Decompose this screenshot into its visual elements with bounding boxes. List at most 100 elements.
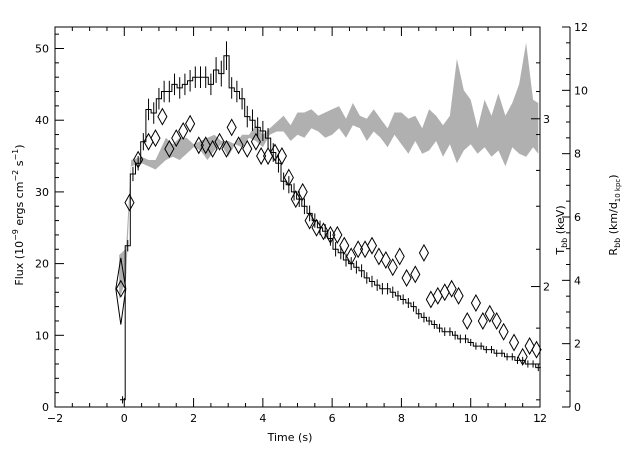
- temperature-point: [115, 257, 127, 325]
- temperature-point: [185, 114, 196, 133]
- temperature-point: [462, 311, 473, 330]
- temperature-point: [269, 143, 281, 162]
- r-tick-label: 12: [574, 21, 588, 34]
- left-label-part-2: ergs cm: [13, 182, 26, 230]
- temperature-point: [242, 139, 253, 158]
- temperature-point: [256, 147, 267, 166]
- left-label-part-1: −9: [11, 229, 20, 241]
- temperature-point: [193, 136, 204, 155]
- x-tick-label: 6: [329, 412, 336, 425]
- temperature-point: [283, 168, 294, 187]
- left-label-part-5: −1: [11, 149, 20, 161]
- left-axis-label: Flux (10−9 ergs cm−2 s−1): [11, 144, 26, 285]
- temperature-point: [164, 139, 175, 158]
- temperature-point: [311, 218, 322, 237]
- temperature-point: [250, 132, 262, 151]
- left-tick-label: 20: [35, 258, 49, 271]
- temperature-point: [387, 258, 398, 277]
- temperature-point: [150, 129, 161, 148]
- temperature-point: [207, 139, 218, 158]
- temperature-point: [508, 333, 520, 352]
- temperature-point: [318, 222, 329, 241]
- left-tick-label: 50: [35, 43, 49, 56]
- temperature-point: [477, 311, 488, 330]
- temperature-point: [200, 136, 211, 155]
- temperature-point: [233, 136, 244, 155]
- temperature-point: [484, 304, 495, 323]
- x-tick-label: 8: [398, 412, 405, 425]
- temperature-point: [157, 107, 168, 126]
- temperature-point: [418, 243, 430, 262]
- r-label-part-0: R: [607, 248, 620, 256]
- left-tick-label: 10: [35, 329, 49, 342]
- temperature-point: [353, 240, 364, 259]
- left-tick-label: 40: [35, 114, 49, 127]
- x-tick-label: 0: [121, 412, 128, 425]
- r-tick-label: 4: [574, 274, 581, 287]
- temperature-point: [214, 132, 225, 151]
- temperature-point: [346, 247, 357, 266]
- temperature-point: [517, 347, 528, 366]
- r-tick-label: 8: [574, 148, 581, 161]
- temperature-point: [297, 182, 308, 201]
- left-label-part-4: s: [13, 160, 26, 169]
- t-diamonds-layer: [115, 107, 542, 366]
- t-label-part-0: T: [554, 248, 567, 256]
- x-tick-label: 4: [259, 412, 266, 425]
- t-tick-label: 2: [543, 281, 550, 294]
- temperature-point: [171, 129, 182, 148]
- left-label-part-6: ): [13, 144, 26, 148]
- temperature-point: [453, 286, 464, 305]
- r-label-part-3: 10 kpc: [614, 179, 622, 203]
- x-tick-label: 2: [190, 412, 197, 425]
- temperature-point: [178, 121, 189, 140]
- temperature-point: [115, 279, 126, 298]
- temperature-point: [410, 265, 421, 284]
- temperature-point: [226, 118, 237, 137]
- temperature-point: [339, 236, 350, 255]
- flux-histogram-line: [120, 55, 541, 401]
- r-label-part-1: bb: [613, 238, 622, 248]
- flux-histogram-layer: [120, 41, 541, 404]
- temperature-point: [446, 279, 457, 298]
- temperature-point: [380, 250, 391, 270]
- x-tick-label: −2: [47, 412, 63, 425]
- r-label-part-4: ): [607, 174, 620, 178]
- r-tick-label: 6: [574, 211, 581, 224]
- r-band-layer: [119, 42, 539, 300]
- temperature-point: [276, 147, 287, 166]
- t-tick-label: 3: [543, 113, 550, 126]
- right-axis-label-t: Tbb (keV): [554, 205, 569, 255]
- temperature-point: [221, 139, 232, 158]
- temperature-point: [366, 236, 378, 255]
- r-tick-label: 2: [574, 338, 581, 351]
- temperature-point: [290, 190, 301, 209]
- temperature-point: [394, 247, 405, 266]
- x-tick-label: 12: [533, 412, 547, 425]
- r-label-part-2: (km/d: [607, 202, 620, 238]
- plot-frame: [54, 26, 541, 408]
- r-band-area: [119, 42, 539, 300]
- temperature-point: [124, 193, 135, 212]
- temperature-point: [524, 337, 535, 356]
- left-label-part-0: Flux (10: [13, 241, 26, 286]
- temperature-point: [304, 211, 315, 230]
- t-label-part-1: bb: [560, 238, 569, 248]
- temperature-point: [470, 294, 481, 313]
- temperature-point: [491, 311, 502, 330]
- temperature-point: [373, 247, 384, 266]
- left-tick-label: 0: [42, 401, 49, 414]
- temperature-point: [133, 150, 144, 169]
- temperature-point: [332, 225, 343, 244]
- r-tick-label: 10: [574, 84, 588, 97]
- x-tick-label: 10: [464, 412, 478, 425]
- left-label-part-3: −2: [11, 170, 20, 182]
- temperature-point: [401, 268, 412, 287]
- x-axis-label: Time (s): [267, 431, 313, 444]
- t-label-part-2: (keV): [554, 205, 567, 237]
- r-tick-label: 0: [574, 401, 581, 414]
- temperature-point: [325, 225, 336, 244]
- right-axis-label-r: Rbb (km/d10 kpc): [607, 174, 622, 255]
